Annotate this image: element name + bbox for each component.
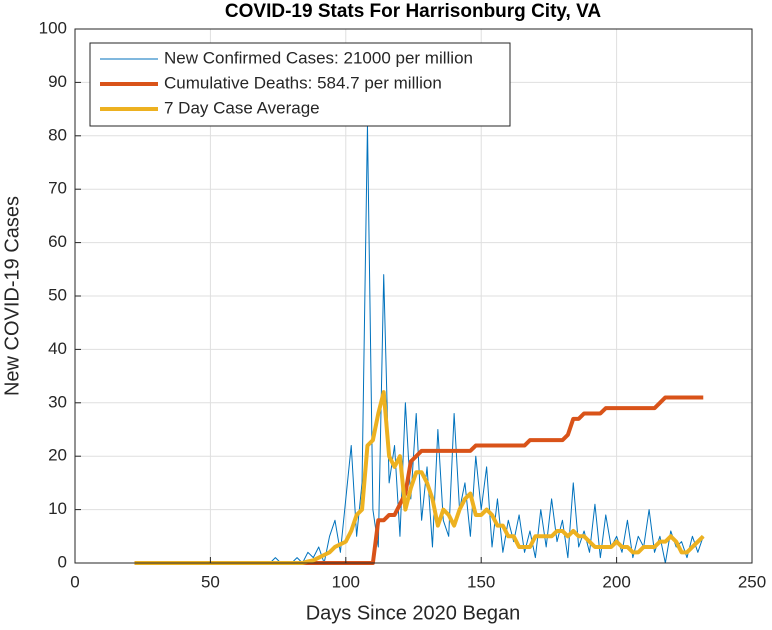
y-tick-label: 0 bbox=[58, 552, 67, 571]
y-tick-label: 20 bbox=[48, 446, 67, 465]
x-tick-label: 250 bbox=[738, 572, 766, 591]
x-tick-label: 0 bbox=[70, 572, 79, 591]
legend-label: New Confirmed Cases: 21000 per million bbox=[164, 48, 473, 67]
y-tick-label: 100 bbox=[39, 18, 67, 37]
chart-title: COVID-19 Stats For Harrisonburg City, VA bbox=[225, 1, 601, 22]
x-tick-label: 50 bbox=[201, 572, 220, 591]
y-tick-label: 40 bbox=[48, 339, 67, 358]
series-line bbox=[134, 390, 705, 565]
legend-label: 7 Day Case Average bbox=[164, 98, 320, 117]
y-axis-label: New COVID-19 Cases bbox=[1, 196, 23, 396]
y-tick-label: 70 bbox=[48, 179, 67, 198]
x-tick-label: 100 bbox=[332, 572, 360, 591]
legend: New Confirmed Cases: 21000 per million Cu… bbox=[89, 42, 511, 127]
y-tick-label: 90 bbox=[48, 72, 67, 91]
y-tick-label: 10 bbox=[48, 499, 67, 518]
series-line bbox=[134, 124, 704, 564]
x-tick-label: 150 bbox=[467, 572, 495, 591]
y-tick-label: 80 bbox=[48, 125, 67, 144]
y-tick-label: 50 bbox=[48, 285, 67, 304]
x-axis-label: Days Since 2020 Began bbox=[306, 602, 521, 624]
x-tick-label: 200 bbox=[602, 572, 630, 591]
legend-box bbox=[89, 42, 511, 127]
legend-label: Cumulative Deaths: 584.7 per million bbox=[164, 73, 442, 92]
y-tick-label: 30 bbox=[48, 392, 67, 411]
y-tick-label: 60 bbox=[48, 232, 67, 251]
